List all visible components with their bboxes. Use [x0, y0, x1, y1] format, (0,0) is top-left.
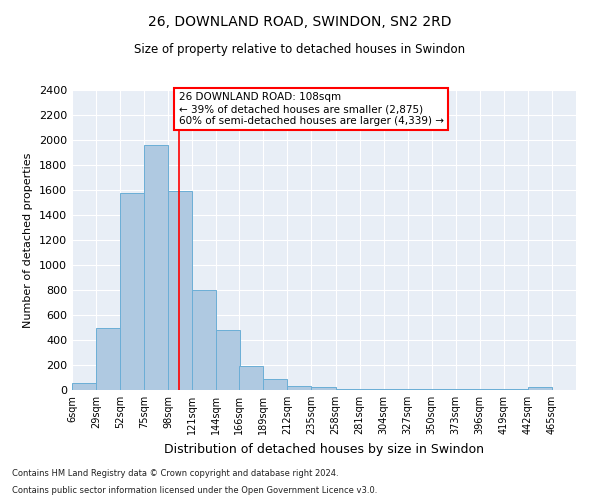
Bar — [239, 366, 263, 390]
Text: Contains public sector information licensed under the Open Government Licence v3: Contains public sector information licen… — [12, 486, 377, 495]
Bar — [311, 386, 335, 390]
Bar — [144, 145, 168, 390]
Y-axis label: Number of detached properties: Number of detached properties — [23, 152, 34, 328]
Bar — [216, 330, 241, 390]
Bar — [528, 386, 552, 390]
Bar — [287, 386, 311, 390]
Bar — [168, 191, 192, 390]
Bar — [192, 290, 216, 390]
Text: 26 DOWNLAND ROAD: 108sqm
← 39% of detached houses are smaller (2,875)
60% of sem: 26 DOWNLAND ROAD: 108sqm ← 39% of detach… — [179, 92, 443, 126]
Text: 26, DOWNLAND ROAD, SWINDON, SN2 2RD: 26, DOWNLAND ROAD, SWINDON, SN2 2RD — [148, 15, 452, 29]
Text: Contains HM Land Registry data © Crown copyright and database right 2024.: Contains HM Land Registry data © Crown c… — [12, 468, 338, 477]
Text: Size of property relative to detached houses in Swindon: Size of property relative to detached ho… — [134, 42, 466, 56]
Bar — [120, 192, 144, 390]
X-axis label: Distribution of detached houses by size in Swindon: Distribution of detached houses by size … — [164, 442, 484, 456]
Bar — [263, 379, 287, 390]
Bar — [72, 382, 96, 390]
Bar — [96, 328, 120, 390]
